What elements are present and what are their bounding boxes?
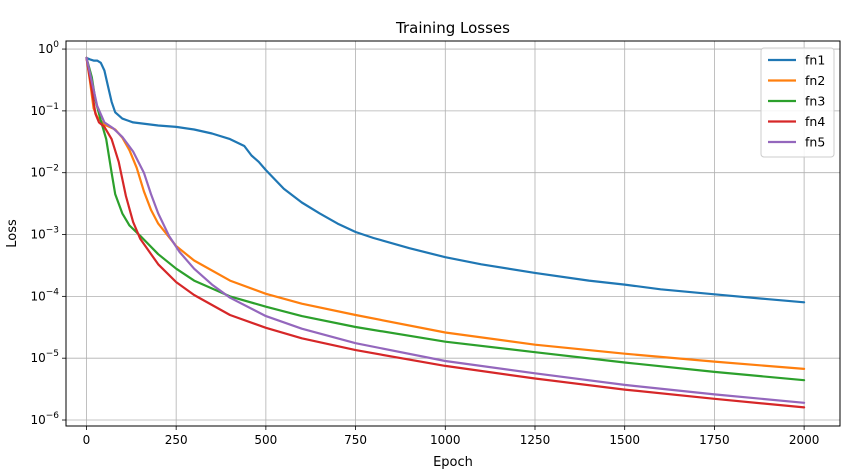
y-tick-base: 10 [38, 42, 53, 56]
y-tick-base: 10 [30, 166, 45, 180]
series-line-fn1 [85, 56, 806, 304]
y-tick-base: 10 [30, 351, 45, 365]
series-line-fn3 [85, 56, 806, 382]
plot-frame [65, 40, 841, 427]
y-tick-label: 10−6 [30, 411, 59, 427]
x-tick-label: 500 [254, 433, 277, 447]
y-tick-base: 10 [30, 289, 45, 303]
y-tick-base: 10 [30, 228, 45, 242]
legend: fn1 fn2 fn3 fn4 fn5 [760, 47, 835, 158]
y-tick-exponent: −6 [46, 411, 60, 421]
x-tick-label: 1750 [699, 433, 730, 447]
series-lines [85, 56, 806, 409]
y-tick-label: 100 [38, 40, 59, 56]
y-tick-base: 10 [30, 104, 45, 118]
legend-box [760, 47, 835, 158]
y-axis-label: Loss [5, 219, 20, 248]
y-tick-label: 10−4 [30, 287, 59, 303]
chart-title: Training Losses [395, 19, 510, 37]
legend-label-fn3: fn3 [805, 94, 825, 109]
y-tick-exponent: −4 [46, 287, 60, 297]
y-tick-label: 10−5 [30, 349, 59, 365]
y-tick-exponent: −1 [46, 102, 59, 112]
series-line-fn4 [85, 56, 806, 409]
legend-label-fn5: fn5 [805, 135, 825, 150]
x-axis-ticks: 0 250 500 750 1000 1250 1500 1750 2000 [83, 426, 820, 447]
x-axis-label: Epoch [433, 455, 473, 470]
grid [66, 41, 840, 426]
legend-label-fn1: fn1 [805, 53, 825, 68]
y-tick-label: 10−1 [30, 102, 59, 118]
y-tick-label: 10−3 [30, 226, 59, 242]
y-tick-exponent: −3 [46, 226, 59, 236]
y-tick-label: 10−2 [30, 164, 59, 180]
plot-area [66, 41, 840, 426]
x-tick-label: 1000 [430, 433, 461, 447]
legend-label-fn4: fn4 [805, 114, 825, 129]
y-tick-exponent: −2 [46, 164, 59, 174]
x-tick-label: 1250 [520, 433, 551, 447]
x-tick-label: 0 [83, 433, 91, 447]
y-tick-exponent: 0 [53, 40, 59, 50]
series-line-fn5 [85, 56, 806, 404]
x-tick-label: 2000 [789, 433, 820, 447]
x-tick-label: 750 [344, 433, 367, 447]
legend-label-fn2: fn2 [805, 73, 825, 88]
x-tick-label: 250 [165, 433, 188, 447]
x-tick-label: 1500 [609, 433, 640, 447]
y-tick-exponent: −5 [46, 349, 59, 359]
y-tick-base: 10 [30, 413, 45, 427]
